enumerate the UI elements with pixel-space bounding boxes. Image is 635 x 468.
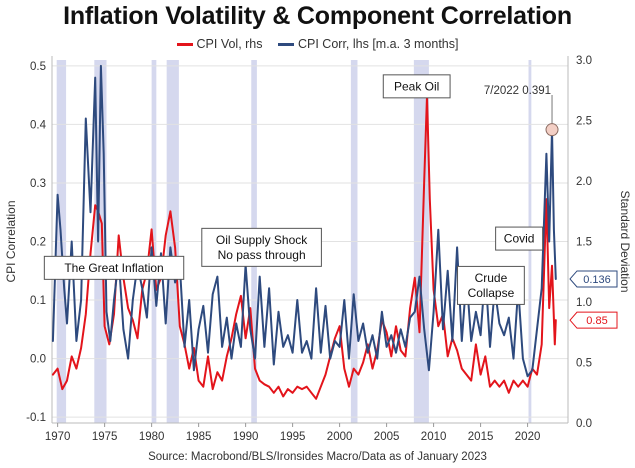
chart-legend: CPI Vol, rhs CPI Corr, lhs [m.a. 3 month… <box>0 37 635 51</box>
annotation-text-3-0: Covid <box>504 232 535 246</box>
annotation-box-0 <box>43 255 185 280</box>
end-label-1: 0.85 <box>569 311 618 329</box>
x-tick-label-0: 1970 <box>45 431 71 443</box>
annotation-text-1-1: No pass through <box>218 248 306 262</box>
left-tick-label-6: 0.5 <box>30 61 46 73</box>
right-tick-label-6: 3.0 <box>576 55 592 67</box>
legend-item-cpi-vol: CPI Vol, rhs <box>176 37 266 51</box>
left-axis-title: CPI Correlation <box>4 200 18 282</box>
x-tick-label-8: 2010 <box>421 431 447 443</box>
x-tick-label-7: 2005 <box>374 431 400 443</box>
chart-source: Source: Macrobond/BLS/Ironsides Macro/Da… <box>148 451 487 463</box>
annotation-text-1-0: Oil Supply Shock <box>216 233 308 247</box>
annotation-2: Peak Oil <box>382 74 451 99</box>
chart-title: Inflation Volatility & Component Correla… <box>63 2 572 30</box>
annotation-box-4 <box>457 265 525 305</box>
x-tick-label-9: 2015 <box>468 431 494 443</box>
series-line-cpi-vol <box>51 95 557 400</box>
legend-label-cpi-vol: CPI Vol, rhs <box>196 37 263 51</box>
end-label-text-0: 0.136 <box>583 274 611 286</box>
annotation-text-2-0: Peak Oil <box>394 79 439 93</box>
annotation-box-3 <box>495 226 544 251</box>
end-label-box-0 <box>569 270 618 288</box>
annotation-text-4-0: Crude <box>475 271 508 285</box>
callout-label-0: 7/2022 0.391 <box>484 85 551 97</box>
right-tick-label-0: 0.0 <box>576 418 592 430</box>
right-axis-title: Standard Deviation <box>618 190 632 292</box>
legend-swatch-cpi-corr <box>278 43 294 47</box>
right-tick-label-3: 1.5 <box>576 237 592 249</box>
left-tick-label-1: 0.0 <box>30 354 46 366</box>
left-tick-label-2: 0.1 <box>30 295 46 307</box>
legend-label-cpi-corr: CPI Corr, lhs [m.a. 3 months] <box>298 37 459 51</box>
end-label-box-1 <box>569 311 618 329</box>
annotation-3: Covid <box>495 226 544 251</box>
left-tick-label-0: -0.1 <box>26 412 46 424</box>
x-tick-label-3: 1985 <box>186 431 212 443</box>
left-tick-label-4: 0.3 <box>30 178 46 190</box>
series-line-cpi-corr <box>51 64 557 378</box>
legend-swatch-cpi-vol <box>176 43 193 47</box>
annotation-0: The Great Inflation <box>43 255 185 280</box>
x-tick-label-10: 2020 <box>515 431 541 443</box>
annotation-box-1 <box>201 227 322 267</box>
x-tick-label-2: 1980 <box>139 431 165 443</box>
x-tick-label-6: 2000 <box>327 431 353 443</box>
right-tick-label-5: 2.5 <box>576 116 592 128</box>
x-tick-label-5: 1995 <box>280 431 306 443</box>
legend-item-cpi-corr: CPI Corr, lhs [m.a. 3 months] <box>278 37 458 51</box>
right-tick-label-4: 2.0 <box>576 176 592 188</box>
left-tick-label-5: 0.4 <box>30 119 47 131</box>
x-tick-label-4: 1990 <box>233 431 259 443</box>
end-label-0: 0.136 <box>569 270 618 288</box>
end-label-text-1: 0.85 <box>586 315 607 327</box>
callout-marker-0 <box>545 123 559 137</box>
annotation-text-4-1: Collapse <box>468 286 515 300</box>
annotation-text-0-0: The Great Inflation <box>64 261 163 275</box>
annotation-box-2 <box>382 74 451 99</box>
left-tick-label-3: 0.2 <box>30 237 46 249</box>
right-tick-label-1: 0.5 <box>576 358 592 370</box>
x-tick-label-1: 1975 <box>92 431 118 443</box>
right-tick-label-2: 1.0 <box>576 297 592 309</box>
